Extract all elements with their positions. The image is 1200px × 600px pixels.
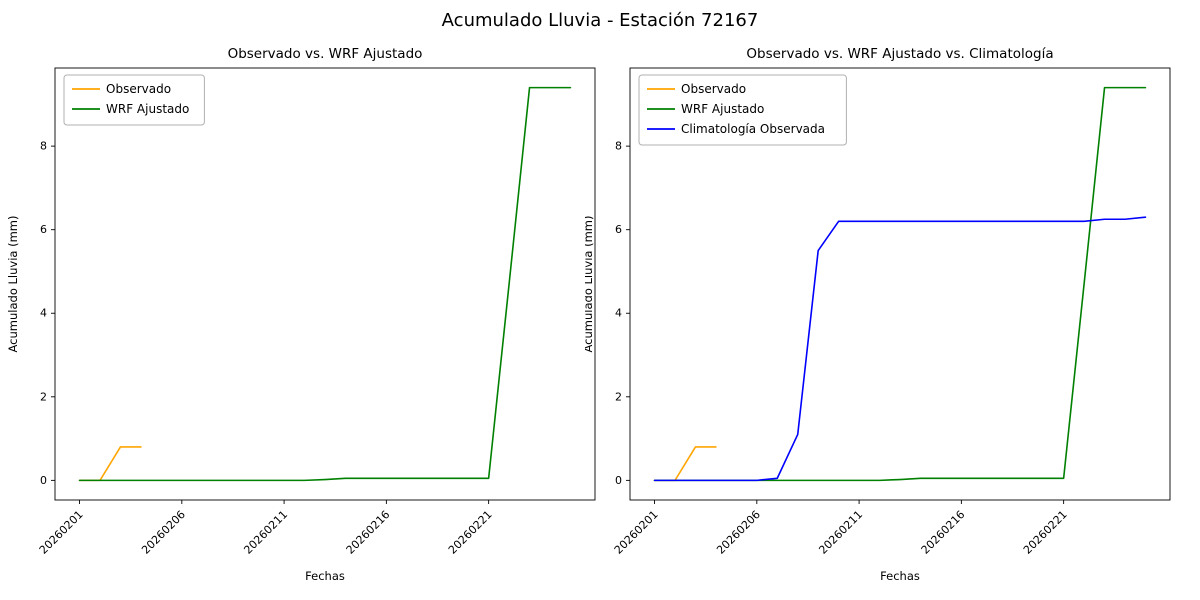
x-tick-label: 20260221: [1021, 508, 1070, 557]
x-tick-label: 20260216: [919, 508, 968, 557]
axes-title: Observado vs. WRF Ajustado vs. Climatolo…: [746, 46, 1053, 62]
legend-label-observado: Observado: [106, 82, 171, 96]
left-chart: Observado vs. WRF Ajustado 0 2 4 6 8 20260201 2…: [6, 46, 596, 583]
series-wrf-ajustado: [653, 86, 1147, 482]
y-tick-label: 0: [40, 474, 47, 487]
x-tick-label: 20260206: [139, 508, 188, 557]
x-tick-label: 20260211: [816, 508, 865, 557]
y-tick-label: 4: [40, 307, 47, 320]
y-tick-label: 2: [40, 390, 47, 403]
plot-box: [629, 67, 1171, 501]
legend-label-climatologi-a-observada: Climatología Observada: [681, 122, 825, 136]
series-observado: [78, 446, 142, 482]
right-chart: Observado vs. WRF Ajustado vs. Climatolo…: [585, 46, 1171, 583]
legend-label-observado: Observado: [681, 82, 746, 96]
plot-box: [54, 67, 596, 501]
x-tick-label: 20260216: [344, 508, 393, 557]
x-tick-label: 20260221: [446, 508, 495, 557]
x-tick-label: 20260201: [612, 508, 661, 557]
axes-title: Observado vs. WRF Ajustado: [228, 46, 423, 62]
y-axis-label: Acumulado Lluvia (mm): [6, 216, 20, 353]
series-wrf-ajustado: [78, 86, 572, 482]
series-climatologi-a-observada: [653, 216, 1147, 482]
y-axis-label: Acumulado Lluvia (mm): [585, 216, 595, 353]
figure-title: Acumulado Lluvia - Estación 72167: [441, 10, 759, 31]
legend-label-wrf-ajustado: WRF Ajustado: [106, 102, 189, 116]
x-axis-label: Fechas: [305, 569, 345, 583]
y-tick-label: 0: [615, 474, 622, 487]
y-tick-label: 8: [615, 140, 622, 153]
x-tick-label: 20260206: [714, 508, 763, 557]
legend: Observado WRF Ajustado Climatología Observ…: [638, 74, 847, 146]
legend: Observado WRF Ajustado: [63, 74, 205, 126]
legend-box: [638, 74, 847, 146]
x-tick-label: 20260201: [37, 508, 86, 557]
legend-label-wrf-ajustado: WRF Ajustado: [681, 102, 764, 116]
x-axis-label: Fechas: [880, 569, 920, 583]
legend-box: [63, 74, 205, 126]
y-tick-label: 2: [615, 390, 622, 403]
y-tick-label: 8: [40, 140, 47, 153]
y-tick-label: 6: [40, 223, 47, 236]
x-tick-label: 20260211: [241, 508, 290, 557]
series-observado: [653, 446, 717, 482]
y-tick-label: 6: [615, 223, 622, 236]
y-tick-label: 4: [615, 307, 622, 320]
